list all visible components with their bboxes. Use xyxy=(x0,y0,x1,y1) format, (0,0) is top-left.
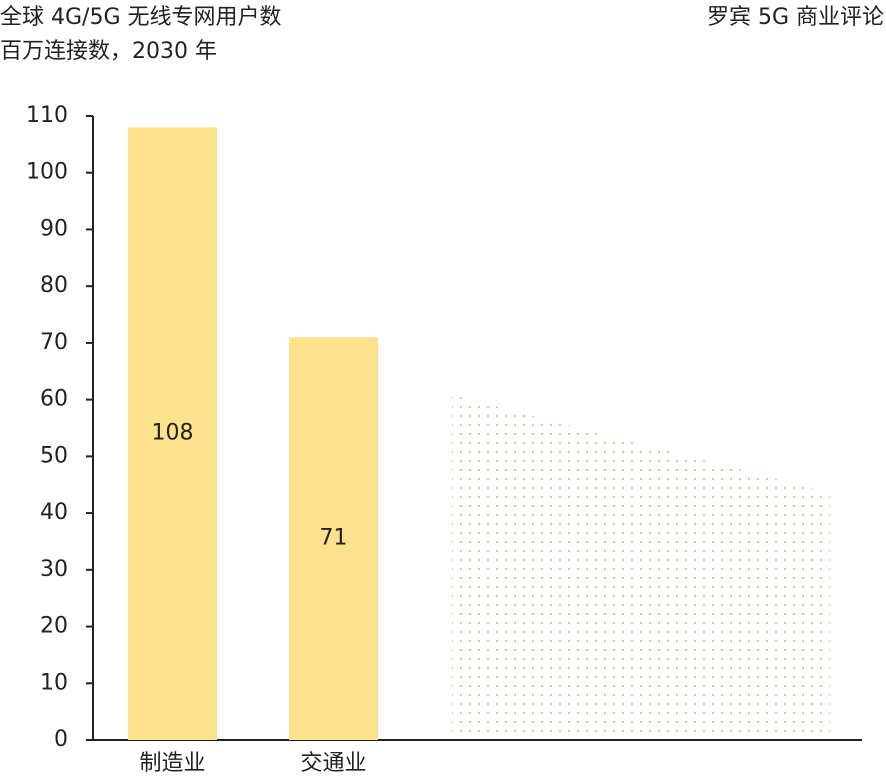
x-tick-label: 制造业 xyxy=(139,751,205,776)
y-tick-label: 40 xyxy=(40,500,68,525)
source: 罗宾 5G 商业评论 xyxy=(707,5,884,30)
y-tick-label: 30 xyxy=(40,557,68,582)
y-tick-label: 20 xyxy=(40,614,68,639)
y-tick-label: 70 xyxy=(40,330,68,355)
chart-subtitle: 百万连接数，2030 年 xyxy=(0,39,217,64)
decorative-area xyxy=(452,395,830,740)
y-tick-label: 90 xyxy=(40,216,68,241)
x-tick-label: 交通业 xyxy=(300,751,366,776)
y-tick-label: 110 xyxy=(26,103,68,128)
value-label: 108 xyxy=(152,421,194,446)
y-tick-label: 10 xyxy=(40,670,68,695)
chart-title: 全球 4G/5G 无线专网用户数 xyxy=(0,5,282,30)
y-tick-label: 100 xyxy=(26,160,68,185)
y-tick-label: 50 xyxy=(40,443,68,468)
bar xyxy=(289,337,378,740)
y-tick-label: 60 xyxy=(40,387,68,412)
y-tick-label: 80 xyxy=(40,273,68,298)
y-tick-label: 0 xyxy=(54,727,68,752)
bar xyxy=(128,127,217,740)
value-label: 71 xyxy=(320,526,348,551)
